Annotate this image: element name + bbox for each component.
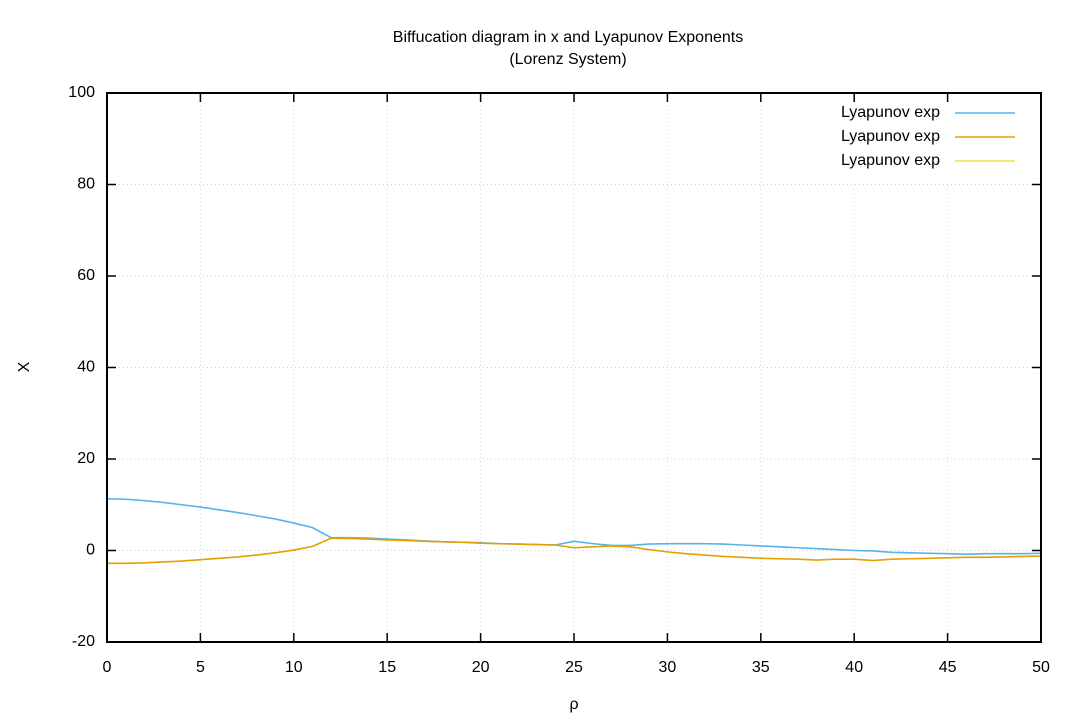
line-series: [107, 537, 1042, 565]
chart-title: Biffucation diagram in x and Lyapunov Ex…: [393, 29, 743, 46]
line-series: [106, 498, 1042, 555]
x-tick-label: 40: [845, 659, 863, 676]
y-tick-label: 80: [77, 176, 95, 193]
y-tick-label: 100: [68, 84, 95, 101]
legend: Lyapunov exp Lyapunov exp Lyapunov exp: [791, 101, 1031, 183]
x-tick-label: 15: [378, 659, 396, 676]
x-tick-label: 10: [285, 659, 303, 676]
plot-border: [106, 92, 1042, 643]
x-tick-label: 45: [939, 659, 957, 676]
x-tick-label: 25: [565, 659, 583, 676]
frame: 0 5 10 15 20 25 30 35 40 45 50 -20 0 20 40 60 80 100: [68, 84, 1050, 676]
x-tick-label: 5: [196, 659, 205, 676]
x-tick-label: 35: [752, 659, 770, 676]
legend-label: Lyapunov exp: [841, 128, 940, 145]
x-tick-label: 50: [1032, 659, 1050, 676]
y-axis-label: X: [16, 361, 33, 372]
y-tick-label: 40: [77, 359, 95, 376]
legend-label: Lyapunov exp: [841, 104, 940, 121]
y-tick-label: 0: [86, 542, 95, 559]
y-tick-label: -20: [72, 633, 95, 650]
y-tick-label: 60: [77, 267, 95, 284]
x-axis-label: ρ: [569, 696, 578, 713]
legend-label: Lyapunov exp: [841, 152, 940, 169]
chart-subtitle: (Lorenz System): [509, 51, 626, 68]
x-tick-label: 0: [103, 659, 112, 676]
x-tick-label: 20: [472, 659, 490, 676]
legend-background: [791, 101, 1031, 183]
x-tick-label: 30: [659, 659, 677, 676]
y-tick-label: 20: [77, 450, 95, 467]
plot-area: [106, 498, 1042, 565]
